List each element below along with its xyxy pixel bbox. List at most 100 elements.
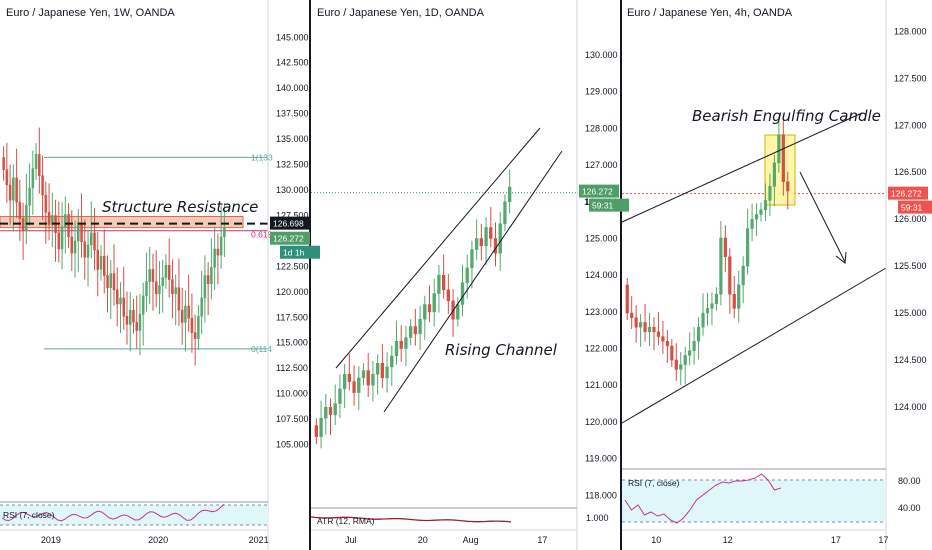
candle-body (741, 265, 745, 286)
candle-body (164, 265, 168, 278)
y-tick-label: 126.000 (894, 214, 927, 224)
countdown-tag: 59:31 (898, 200, 932, 214)
candle-body (754, 214, 759, 220)
axis-peek-label: 1 (584, 197, 589, 207)
candle-body (180, 309, 184, 323)
y-tick-label: 142.500 (276, 58, 309, 68)
panel-1-time-axis: 2019 2020 2021 (0, 529, 269, 545)
y-tick-label: 130.000 (276, 185, 309, 195)
candle-body (347, 373, 352, 382)
y-tick-label: 107.500 (276, 414, 309, 424)
rsi-band (0, 505, 268, 525)
y-tick-label: 132.500 (276, 160, 309, 170)
candle-body (171, 279, 174, 295)
candle-body (184, 305, 187, 323)
candle-body (99, 255, 103, 270)
candle-body (437, 274, 441, 294)
y-tick-label: 127.500 (276, 210, 309, 220)
candle-body (57, 232, 61, 250)
candle-body (427, 304, 432, 313)
y-tick-label: 125.000 (894, 308, 927, 318)
x-tick-label: 12 (723, 535, 733, 545)
candle-body (219, 236, 223, 256)
candle-body (2, 157, 5, 170)
candle-body (413, 326, 418, 335)
candle-body (28, 187, 31, 206)
panel-3-candles (625, 116, 790, 385)
candle-body (112, 273, 116, 291)
y-tick-label: 145.000 (276, 32, 309, 42)
candle-body (119, 297, 122, 305)
y-tick-label: 129.000 (585, 87, 618, 97)
y-tick-label: 125.000 (585, 233, 618, 243)
candle-body (216, 248, 220, 256)
rsi-tick-40: 40.00 (898, 503, 921, 513)
candle-body (371, 373, 375, 386)
candle-body (154, 281, 158, 295)
y-tick-label: 140.000 (276, 83, 309, 93)
y-tick-label: 120.000 (276, 287, 309, 297)
candle-body (44, 194, 48, 213)
candle-body (203, 275, 207, 299)
candle-body (503, 201, 507, 225)
candle-body (145, 281, 148, 297)
candle-body (193, 332, 197, 339)
candle-body (338, 388, 342, 404)
countdown-tag-text: 59:31 (592, 201, 614, 211)
candle-body (210, 267, 213, 284)
candle-body (70, 236, 74, 254)
candle-body (714, 294, 719, 304)
candle-body (498, 223, 502, 254)
candle-body (361, 370, 366, 379)
y-tick-label: 128.000 (585, 123, 618, 133)
current-price-tag: 126.272 (270, 231, 310, 245)
panel-2-price-axis: 130.000129.000128.000127.000126.000125.0… (576, 0, 618, 550)
y-tick-label: 135.000 (276, 134, 309, 144)
resistance-price-tag-text: 126.698 (273, 219, 304, 229)
candle-body (630, 312, 634, 319)
y-tick-label: 127.500 (894, 73, 927, 83)
current-price-tag-text: 126.272 (273, 234, 304, 244)
candle-body (723, 237, 727, 257)
indicator-value: 1.000 (586, 513, 609, 523)
candle-body (688, 350, 692, 356)
candle-body (21, 218, 25, 231)
candle-body (701, 312, 705, 328)
resistance-price-tag: 126.698 (270, 216, 310, 230)
candle-body (38, 154, 41, 176)
candle-body (200, 297, 203, 317)
candle-body (750, 218, 754, 229)
candle-body (493, 238, 498, 254)
candle-body (352, 381, 356, 393)
panel-2-time-axis: Jul 20 Aug 17 (311, 529, 577, 545)
candle-body (390, 355, 394, 368)
candle-body (679, 364, 683, 370)
candle-body (652, 326, 656, 333)
candle-body (746, 228, 750, 267)
y-tick-label: 124.000 (585, 270, 618, 280)
candle-body (86, 244, 90, 258)
candle-body (122, 297, 125, 317)
fib-label-mid: 0.618 (251, 230, 273, 240)
candle-body (135, 322, 138, 331)
channel-upper-line (621, 112, 863, 223)
panel-3-price-axis: 128.000 127.500 127.000 126.500 126.000 125.5… (885, 0, 927, 550)
candle-body (380, 362, 385, 379)
candle-body (18, 201, 22, 219)
rsi-line (624, 473, 782, 524)
candle-body (696, 326, 701, 342)
x-tick-label: 17 (537, 535, 547, 545)
rsi-band (622, 480, 886, 522)
candle-body (148, 269, 151, 282)
countdown-tag: 1d 1h (280, 245, 320, 259)
x-tick-label: 2019 (41, 535, 61, 545)
candle-body (763, 200, 768, 211)
candle-body (375, 362, 380, 375)
candle-body (128, 309, 132, 325)
countdown-tag-bg (898, 200, 932, 214)
rsi-line (1, 504, 225, 522)
countdown-tag: 59:31 (589, 198, 629, 212)
candle-body (456, 304, 460, 320)
y-tick-label: 122.000 (585, 344, 618, 354)
